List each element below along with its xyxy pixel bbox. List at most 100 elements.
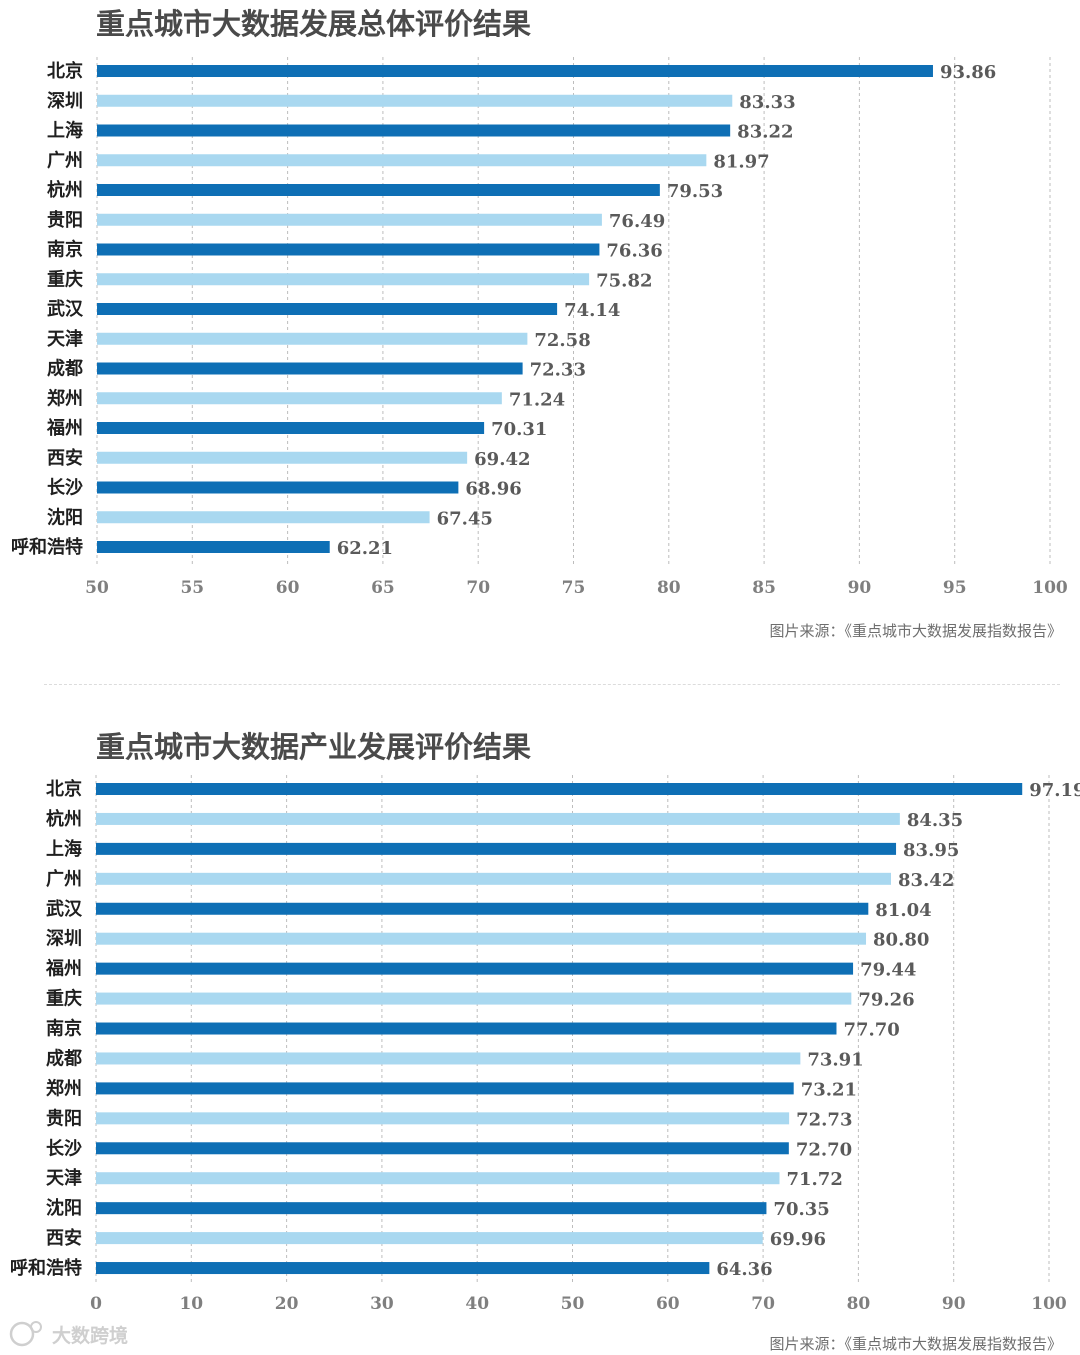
chart-1-value-label: 74.14 — [564, 300, 620, 321]
chart-1-tick-label: 65 — [371, 578, 395, 598]
chart-1-bar — [97, 184, 660, 196]
chart-1-title: 重点城市大数据发展总体评价结果 — [96, 7, 531, 41]
chart-2-category-label: 郑州 — [46, 1077, 82, 1099]
chart-2-tick-label: 100 — [1031, 1294, 1067, 1314]
chart-1-bar — [97, 124, 731, 137]
chart-1-bar — [97, 303, 558, 315]
chart-1-value-label: 70.31 — [491, 419, 547, 440]
chart-2-value-label: 73.91 — [807, 1049, 863, 1070]
chart-2-tick-label: 60 — [656, 1294, 680, 1314]
chart-1-category-label: 深圳 — [47, 90, 83, 112]
chart-2-tick-label: 0 — [90, 1294, 102, 1314]
chart-2-category-label: 北京 — [46, 778, 82, 800]
chart-1-category-label: 天津 — [47, 328, 83, 350]
chart-2-value-label: 71.72 — [786, 1169, 842, 1190]
chart-2-tick-label: 50 — [561, 1294, 585, 1314]
chart-1-bar — [97, 243, 600, 256]
chart-1-value-label: 62.21 — [337, 538, 393, 559]
chart-2-value-label: 72.70 — [796, 1139, 852, 1160]
chart-1-value-label: 83.33 — [739, 92, 795, 113]
section-divider — [44, 684, 1060, 685]
chart-1-value-label: 68.96 — [465, 479, 521, 500]
chart-1-tick-label: 100 — [1032, 578, 1068, 598]
chart-2-tick-label: 90 — [942, 1294, 966, 1314]
chart-1-category-label: 成都 — [47, 358, 83, 380]
chart-1-bar — [97, 213, 602, 226]
chart-1-value-label: 79.53 — [667, 181, 723, 202]
chart-2-bar — [96, 932, 867, 945]
chart-2-value-label: 84.35 — [907, 810, 963, 831]
chart-2-bar — [96, 1052, 801, 1065]
chart-1-category-label: 长沙 — [47, 478, 83, 499]
chart-1-tick-label: 70 — [466, 578, 490, 598]
chart-2-bar — [96, 902, 869, 915]
chart-2-tick-label: 10 — [179, 1294, 203, 1314]
chart-1-tick-label: 60 — [276, 578, 300, 598]
watermark-text: 大数跨境 — [52, 1324, 128, 1347]
chart-2-category-label: 沈阳 — [46, 1197, 82, 1219]
chart-1-category-label: 广州 — [47, 149, 83, 171]
chart-1-value-label: 72.33 — [530, 360, 586, 381]
chart-1-tick-label: 80 — [657, 578, 681, 598]
chart-1-category-label: 重庆 — [47, 268, 83, 290]
chart-2-bar — [96, 992, 852, 1005]
chart-2-value-label: 70.35 — [773, 1199, 829, 1220]
chart-2-source: 图片来源：《重点城市大数据发展指数报告》 — [769, 1335, 1062, 1353]
chart-2-bar — [96, 1082, 794, 1095]
chart-2-category-label: 西安 — [46, 1227, 82, 1249]
chart-1-category-label: 西安 — [47, 447, 83, 469]
chart-1-bar — [97, 362, 523, 375]
chart-2-bar — [96, 1022, 837, 1035]
chart-1-bar — [97, 154, 707, 167]
chart-2-value-label: 64.36 — [716, 1259, 772, 1280]
chart-1-category-label: 南京 — [47, 239, 83, 261]
chart-1-value-label: 81.97 — [713, 151, 769, 172]
chart-2-value-label: 80.80 — [873, 930, 929, 951]
chart-2-bar — [96, 1172, 780, 1185]
chart-1-tick-label: 95 — [943, 578, 967, 598]
watermark-logo-dot — [30, 1321, 42, 1333]
chart-2-tick-label: 40 — [465, 1294, 489, 1314]
chart-2-category-label: 呼和浩特 — [10, 1257, 82, 1279]
chart-2-category-label: 重庆 — [46, 988, 82, 1010]
chart-2-bar — [96, 783, 1023, 795]
chart-1-value-label: 76.36 — [606, 241, 662, 262]
chart-1-value-label: 72.58 — [534, 330, 590, 351]
chart-1-source: 图片来源：《重点城市大数据发展指数报告》 — [769, 622, 1062, 640]
chart-2-tick-label: 20 — [275, 1294, 299, 1314]
chart-2-value-label: 79.26 — [858, 990, 914, 1011]
chart-1-plot: 50 55 60 65 70 75 80 85 90 95 100 北京 93.86 深圳 83.33 上海 8… — [11, 57, 1068, 598]
chart-2-value-label: 79.44 — [860, 960, 916, 981]
chart-1-category-label: 上海 — [47, 120, 83, 142]
chart-1-category-label: 沈阳 — [47, 506, 83, 528]
chart-2-category-label: 广州 — [46, 868, 82, 890]
chart-2-category-label: 长沙 — [46, 1138, 82, 1159]
chart-2-category-label: 武汉 — [46, 899, 83, 920]
chart-2-bar — [96, 1262, 710, 1275]
watermark: 大数跨境 — [9, 1321, 128, 1347]
chart-1-tick-label: 50 — [85, 578, 109, 598]
chart-1-tick-label: 75 — [562, 578, 586, 598]
chart-2-category-label: 深圳 — [46, 928, 82, 950]
chart-2-category-label: 南京 — [46, 1018, 82, 1040]
chart-2-plot: 0 10 20 30 40 50 60 70 80 90 100 北京 97.19 杭州 84.35 上海 83… — [10, 775, 1080, 1314]
chart-1-bar — [97, 451, 468, 464]
chart-2-category-label: 杭州 — [46, 808, 82, 830]
chart-1-bar — [97, 481, 459, 494]
chart-1-value-label: 76.49 — [609, 211, 665, 232]
chart-2-category-label: 上海 — [46, 838, 82, 860]
chart-2-category-label: 成都 — [46, 1047, 82, 1069]
chart-2-value-label: 83.95 — [903, 840, 959, 861]
chart-1-tick-label: 85 — [752, 578, 776, 598]
chart-2-title: 重点城市大数据产业发展评价结果 — [96, 730, 531, 764]
chart-1-category-label: 郑州 — [47, 387, 83, 409]
chart-2-value-label: 69.96 — [770, 1229, 826, 1250]
chart-1-value-label: 67.45 — [437, 508, 493, 529]
chart-1-value-label: 93.86 — [940, 62, 996, 83]
chart-2-bar — [96, 842, 897, 855]
chart-1-tick-label: 55 — [180, 578, 204, 598]
chart-1-category-label: 杭州 — [47, 179, 83, 201]
chart-1-category-label: 北京 — [47, 60, 83, 82]
chart-1-bar — [97, 541, 330, 553]
